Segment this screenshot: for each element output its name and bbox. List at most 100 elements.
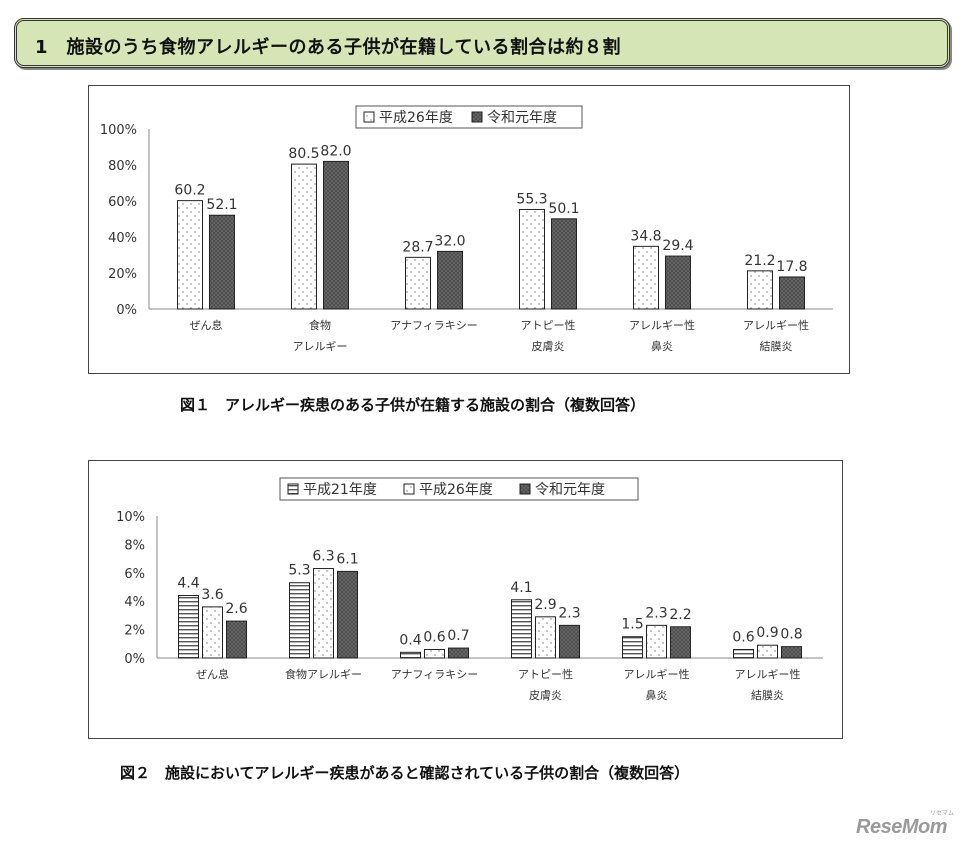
figure-1-chart: 0% 20% 40% 60% 80% 100% 60.2 80.5 28.7 55.3 34.8 21… [88,85,850,374]
bar-2-3 [424,648,445,659]
category-label: 鼻炎 [651,339,673,353]
data-label: 0.7 [447,628,469,644]
resemom-logo: ReseMom [856,816,947,838]
data-label: 55.3 [516,191,547,207]
data-label: 52.1 [206,197,237,213]
category-label: 皮膚炎 [529,688,562,702]
legend-label: 令和元年度 [535,482,605,498]
bar-1-5 [633,245,659,310]
bar-1-3 [405,256,431,310]
bar-2-5 [665,255,691,310]
figure-2-chart: 0% 2% 4% 6% 8% 10% 4.4 5.3 0.4 4.1 1.5 0.6 3.6 6.3 0.6… [88,460,843,739]
legend-swatch [471,111,483,123]
section-banner: 1 施設のうち食物アレルギーのある子供が在籍している割合は約８割 [14,18,950,68]
bar-2-3 [437,250,463,310]
figure-1-svg: 0% 20% 40% 60% 80% 100% 60.2 80.5 28.7 55.3 34.8 21… [100,105,833,353]
y-tick-label: 6% [124,567,145,582]
bar-2-1 [209,214,235,310]
bar-2-5 [646,624,667,659]
data-label: 6.3 [312,549,334,565]
y-tick-label: 2% [124,624,145,639]
bar-3-5 [670,626,691,659]
bar-1-2 [291,163,317,310]
bar-1-6 [733,648,754,659]
data-label: 4.1 [510,580,532,596]
category-label: アトピー性 [518,667,573,681]
category-label: 鼻炎 [646,688,668,702]
legend-label: 平成26年度 [419,482,493,498]
bar-3-6 [781,646,802,659]
bar-1-6 [747,270,773,310]
y-tick-label: 0% [124,652,145,667]
data-label: 2.2 [669,607,691,623]
y-tick-label: 80% [108,159,137,174]
figure-2-caption: 図２ 施設においてアレルギー疾患があると確認されている子供の割合（複数回答） [120,764,690,782]
category-label: 食物 [309,318,331,332]
bar-1-2 [289,582,310,659]
data-label: 2.3 [645,605,667,621]
data-label: 32.0 [434,233,465,249]
data-label: 17.8 [776,259,807,275]
bar-1-4 [511,599,532,659]
legend-swatch [287,483,299,495]
legend-box [355,105,583,129]
category-label: 結膜炎 [760,339,793,353]
data-label: 6.1 [336,551,358,567]
y-tick-label: 10% [116,510,145,525]
category-label: アナフィラキシー [391,668,479,681]
data-label: 50.1 [548,201,579,217]
legend-label: 平成26年度 [379,110,453,126]
category-label: 皮膚炎 [532,339,565,353]
data-label: 29.4 [662,238,693,254]
legend-swatch [519,483,531,495]
data-label: 60.2 [174,183,205,199]
y-tick-label: 4% [124,595,145,610]
bar-2-6 [779,276,805,310]
category-label: アレルギー性 [743,318,809,332]
data-label: 1.5 [621,617,643,633]
bar-2-2 [323,160,349,310]
bar-3-1 [226,620,247,659]
legend-swatch [403,483,415,495]
data-label: 21.2 [744,253,775,269]
legend-swatch [363,111,375,123]
bar-2-4 [535,616,556,659]
bar-3-2 [337,570,358,659]
category-label: アレルギー性 [629,318,695,332]
bar-3-4 [559,624,580,659]
legend-label: 令和元年度 [487,110,557,126]
category-label: アレルギー性 [735,667,801,681]
y-tick-label: 40% [108,231,137,246]
bar-2-6 [757,644,778,659]
data-label: 5.3 [288,563,310,579]
y-tick-label: 20% [108,267,137,282]
bar-1-5 [622,636,643,659]
data-label: 34.8 [630,228,661,244]
bar-1-1 [178,595,199,659]
category-label: ぜん息 [190,318,223,332]
data-label: 0.6 [732,629,754,645]
bar-1-4 [519,208,545,310]
y-tick-label: 60% [108,195,137,210]
figure-1-caption: 図１ アレルギー疾患のある子供が在籍する施設の割合（複数回答） [180,396,646,414]
legend-label: 平成21年度 [303,482,377,498]
data-label: 3.6 [201,587,223,603]
bar-1-3 [400,651,421,659]
data-label: 2.6 [225,601,247,617]
bar-2-2 [313,568,334,659]
data-label: 2.9 [534,597,556,613]
data-label: 4.4 [177,576,199,592]
resemom-logo-sub: リセマム [930,810,955,817]
bar-1-1 [177,200,203,310]
y-tick-label: 0% [116,303,137,318]
legend-box [279,477,639,501]
data-label: 0.4 [399,632,421,648]
data-label: 0.6 [423,629,445,645]
figure-2-svg: 0% 2% 4% 6% 8% 10% 4.4 5.3 0.4 4.1 1.5 0.6 3.6 6.3 0.6… [116,477,823,702]
category-label: 結膜炎 [751,688,784,702]
section-title: 1 施設のうち食物アレルギーのある子供が在籍している割合は約８割 [35,37,621,58]
category-label: アレルギー性 [624,667,690,681]
bar-2-4 [551,218,577,310]
bar-2-1 [202,606,223,659]
data-label: 80.5 [288,146,319,162]
